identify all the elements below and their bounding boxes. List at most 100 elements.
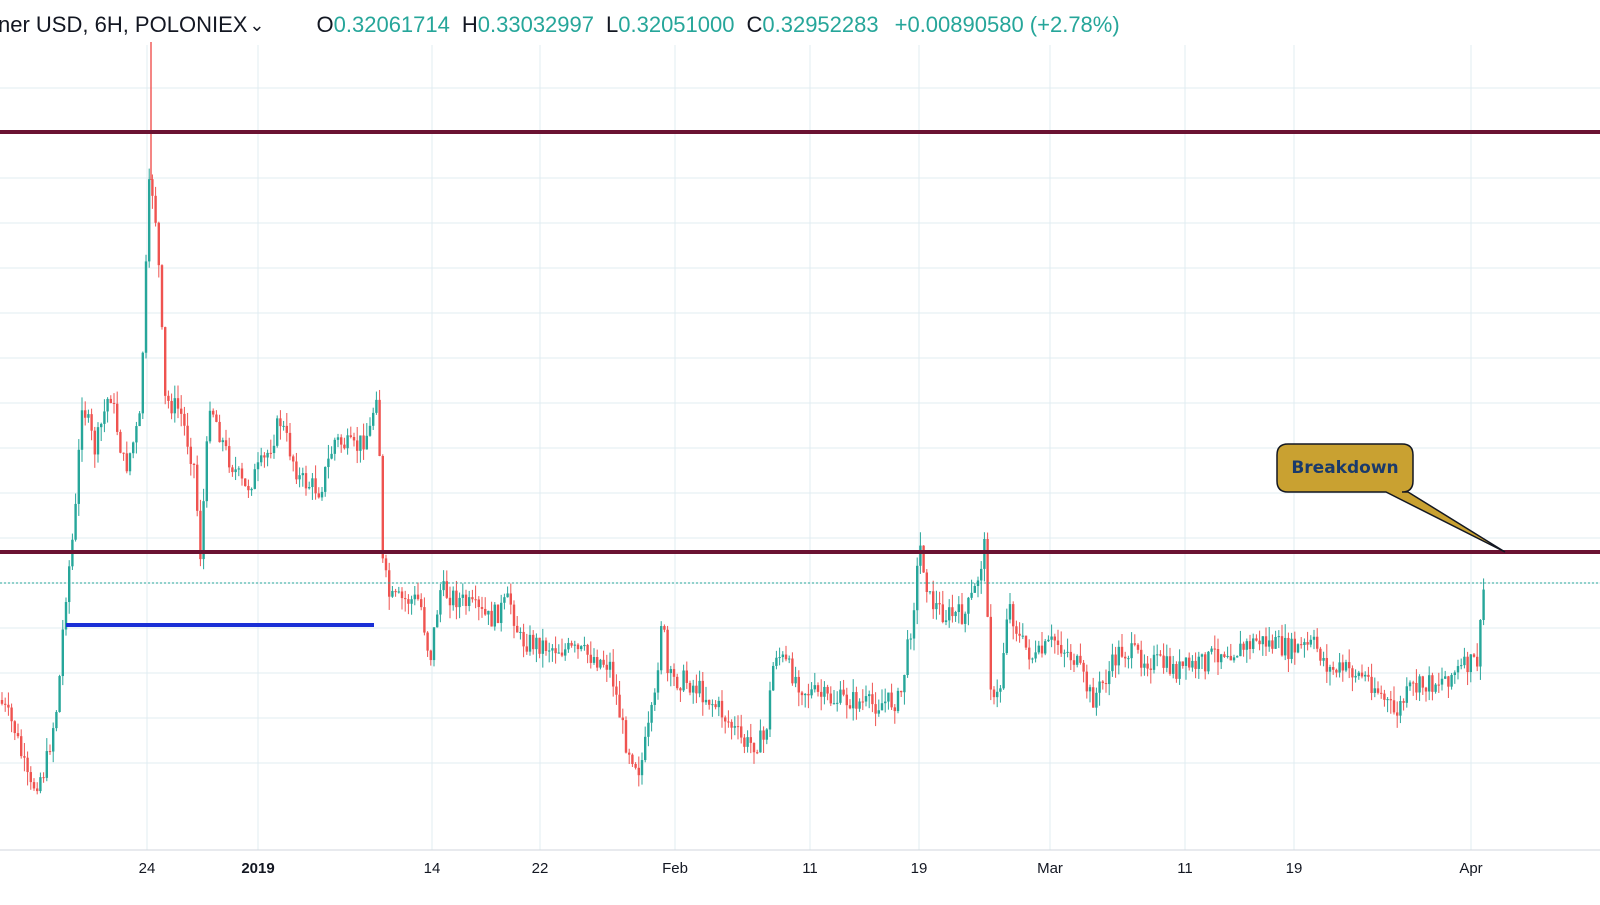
- candle-body: [1424, 687, 1428, 692]
- candle-body: [970, 592, 973, 598]
- candle-body: [1236, 656, 1239, 658]
- candle-body: [567, 642, 570, 650]
- candle-body: [701, 680, 704, 703]
- candle-body: [1405, 686, 1408, 703]
- candle-body: [1012, 604, 1015, 627]
- candle-body: [916, 565, 919, 611]
- candle-body: [1252, 638, 1255, 649]
- candle-body: [1015, 626, 1018, 634]
- open-value: 0.32061714: [333, 12, 450, 37]
- candle-body: [647, 722, 650, 737]
- candle-body: [580, 646, 583, 650]
- candle-body: [20, 736, 23, 757]
- candle-body: [762, 730, 765, 740]
- candle-body: [1408, 682, 1412, 687]
- candle-body: [1133, 643, 1136, 645]
- candle-body: [666, 629, 669, 674]
- candle-body: [573, 644, 576, 646]
- candle-body: [1386, 699, 1389, 701]
- candle-body: [1412, 682, 1415, 684]
- candle-body: [522, 631, 525, 647]
- candle-body: [7, 704, 10, 708]
- candle-body: [1181, 661, 1184, 666]
- candle-body: [1447, 676, 1450, 687]
- candle-body: [340, 437, 343, 445]
- candle-body: [1229, 655, 1232, 661]
- candle-body: [26, 757, 29, 773]
- candle-body: [1472, 654, 1476, 657]
- candle-body: [93, 430, 96, 455]
- candle-body: [212, 410, 215, 415]
- candle-body: [1210, 648, 1213, 652]
- candle-body: [1108, 671, 1111, 685]
- candle-body: [1338, 662, 1341, 673]
- candle-body: [1402, 701, 1405, 703]
- candle-body: [797, 676, 800, 693]
- candle-body: [1136, 644, 1140, 650]
- candle-body: [644, 736, 647, 761]
- candle-body: [189, 446, 192, 464]
- candle-body: [29, 772, 32, 783]
- candle-body: [432, 627, 436, 661]
- candle-body: [880, 703, 884, 711]
- candle-body: [685, 670, 688, 683]
- candle-body: [490, 610, 493, 627]
- candle-body: [1261, 636, 1264, 645]
- candle-body: [877, 710, 880, 714]
- candle-body: [864, 696, 868, 702]
- candle-body: [596, 657, 599, 668]
- candle-body: [586, 644, 589, 655]
- candle-body: [724, 717, 727, 722]
- candle-body: [736, 726, 740, 728]
- chevron-down-icon[interactable]: ⌄: [249, 14, 265, 35]
- candle-body: [135, 426, 138, 443]
- candle-body: [906, 639, 909, 675]
- breakdown-callout[interactable]: Breakdown: [1276, 443, 1506, 553]
- candle-body: [253, 469, 256, 489]
- candle-body: [1152, 654, 1156, 670]
- candle-body: [775, 657, 778, 666]
- candle-body: [900, 690, 903, 693]
- candle-body: [512, 604, 516, 626]
- candle-body: [538, 637, 541, 654]
- candle-body: [884, 701, 887, 704]
- candle-body: [0, 700, 4, 704]
- candle-body: [1165, 656, 1168, 668]
- candle-body: [100, 423, 103, 428]
- candle-body: [788, 658, 791, 660]
- candle-body: [276, 418, 279, 446]
- candle-body: [996, 691, 999, 698]
- candle-body: [493, 604, 496, 627]
- candle-body: [820, 691, 823, 697]
- candle-body: [1316, 636, 1319, 649]
- candle-body: [285, 425, 288, 433]
- candle-body: [727, 721, 730, 723]
- candle-body: [618, 694, 621, 718]
- candle-body: [698, 680, 701, 694]
- candle-body: [1322, 657, 1325, 661]
- candle-body: [1216, 649, 1220, 663]
- candle-body: [506, 593, 509, 598]
- candle-body: [746, 737, 749, 747]
- symbol-title[interactable]: ner USD, 6H, POLONIEX: [0, 12, 248, 37]
- candle-body: [813, 685, 816, 690]
- candle-body: [1264, 636, 1268, 647]
- candle-body: [468, 597, 471, 606]
- candle-body: [628, 752, 631, 755]
- candle-body: [16, 733, 20, 737]
- candle-body: [932, 591, 935, 610]
- candle-body: [858, 701, 861, 709]
- x-tick-label: 19: [1286, 860, 1303, 877]
- candle-body: [368, 425, 372, 436]
- candle-body: [1360, 672, 1364, 677]
- candle-body: [816, 685, 820, 692]
- candle-body: [1168, 656, 1172, 674]
- candle-body: [186, 425, 189, 447]
- candle-body: [1226, 655, 1229, 657]
- candle-body: [1156, 654, 1159, 656]
- candle-body: [1434, 684, 1437, 692]
- candle-body: [1383, 693, 1386, 700]
- candle-body: [138, 413, 141, 427]
